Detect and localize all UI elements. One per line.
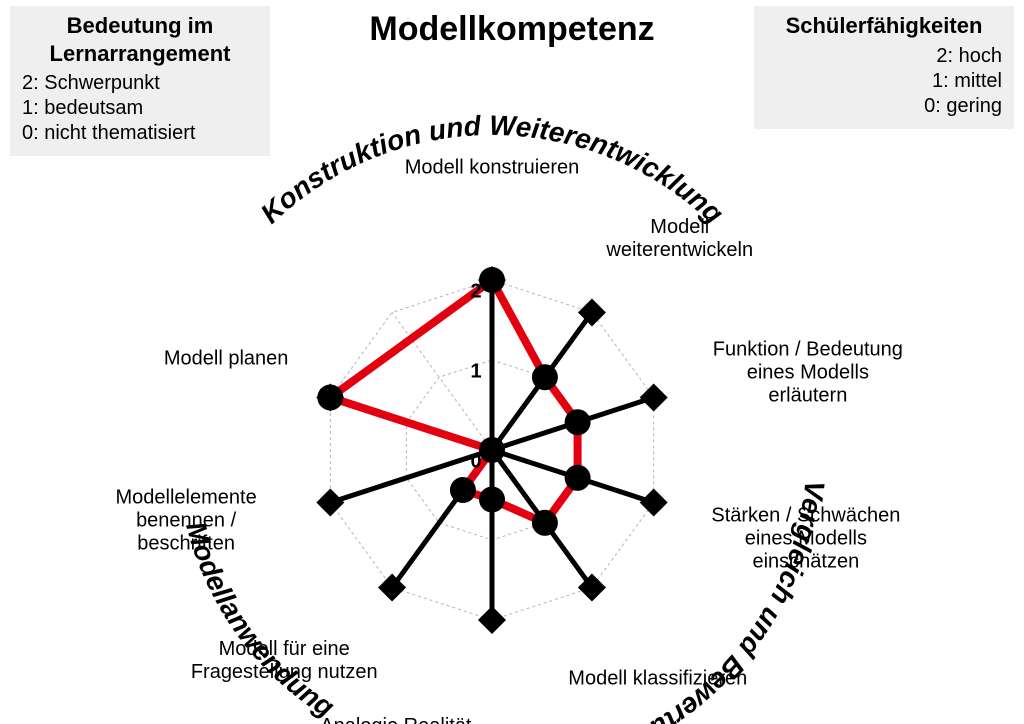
tick-label: 2 <box>470 281 481 304</box>
tick-label: 1 <box>470 361 481 384</box>
category-arc-top: Konstruktion und Weiterentwicklung <box>255 110 730 230</box>
category-arc-left: Modellanwendung <box>180 518 340 723</box>
radar-chart: Konstruktion und Weiterentwicklung Vergl… <box>0 0 1024 724</box>
category-arc-right: Vergleich und Bewertung <box>614 479 830 724</box>
tick-label: 0 <box>470 451 481 474</box>
page-root: Modellkompetenz Bedeutung im Lernarrange… <box>0 0 1024 724</box>
